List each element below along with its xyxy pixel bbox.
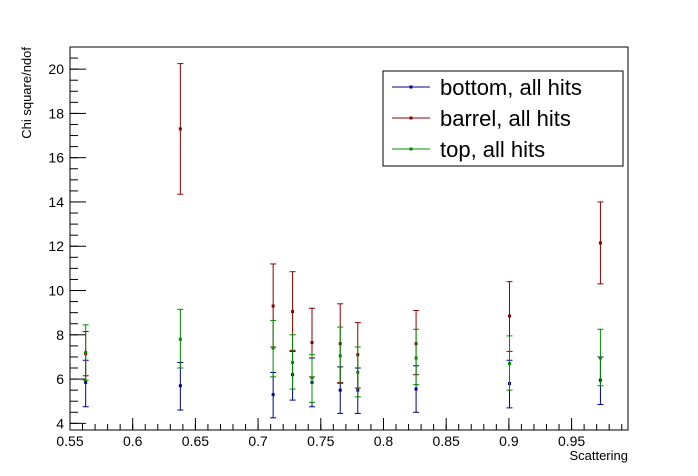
x-tick-label: 0.95 xyxy=(558,433,585,449)
data-point xyxy=(84,351,88,355)
y-tick-label: 6 xyxy=(56,371,64,387)
x-tick-label: 0.8 xyxy=(374,433,394,449)
x-tick-label: 0.9 xyxy=(499,433,519,449)
data-point xyxy=(178,384,182,388)
y-tick-label: 12 xyxy=(48,238,64,254)
legend-label: top, all hits xyxy=(440,137,545,162)
data-point xyxy=(271,346,275,350)
y-tick-label: 4 xyxy=(56,415,64,431)
legend-marker xyxy=(409,85,413,89)
y-tick-label: 20 xyxy=(48,61,64,77)
x-tick-label: 0.6 xyxy=(123,433,143,449)
data-point xyxy=(414,387,418,391)
legend-marker xyxy=(409,116,413,120)
data-point xyxy=(598,241,602,245)
plot-layer: 0.55 0.6 0.65 0.7 0.75 0.8 0.85 0.9 0.95 4 6 8 10 12 1… xyxy=(48,46,629,449)
y-tick-label: 10 xyxy=(48,283,64,299)
x-tick-label: 0.85 xyxy=(433,433,460,449)
data-point xyxy=(508,314,512,318)
data-point xyxy=(291,360,295,364)
data-point xyxy=(356,370,360,374)
plot-frame xyxy=(69,46,629,431)
data-point xyxy=(84,380,88,384)
data-point xyxy=(598,356,602,360)
x-axis-title: Scattering xyxy=(569,448,628,463)
y-tick-label: 14 xyxy=(48,194,64,210)
legend-marker xyxy=(409,147,413,151)
data-point xyxy=(338,388,342,392)
data-point xyxy=(178,337,182,341)
data-point xyxy=(338,354,342,358)
data-point xyxy=(291,310,295,314)
x-tick-label: 0.65 xyxy=(182,433,209,449)
data-point xyxy=(271,393,275,397)
data-point xyxy=(414,356,418,360)
y-axis-title: Chi square/ndof xyxy=(19,47,34,139)
data-point xyxy=(178,127,182,131)
data-point xyxy=(271,304,275,308)
x-tick-label: 0.7 xyxy=(248,433,268,449)
legend-label: barrel, all hits xyxy=(440,106,571,131)
x-tick-label: 0.75 xyxy=(307,433,334,449)
x-tick-label: 0.55 xyxy=(56,433,83,449)
y-tick-label: 18 xyxy=(48,105,64,121)
y-tick-label: 16 xyxy=(48,150,64,166)
legend-label: bottom, all hits xyxy=(440,75,582,100)
data-point xyxy=(508,362,512,366)
y-tick-label: 8 xyxy=(56,327,64,343)
data-point xyxy=(310,376,314,380)
data-point xyxy=(310,341,314,345)
